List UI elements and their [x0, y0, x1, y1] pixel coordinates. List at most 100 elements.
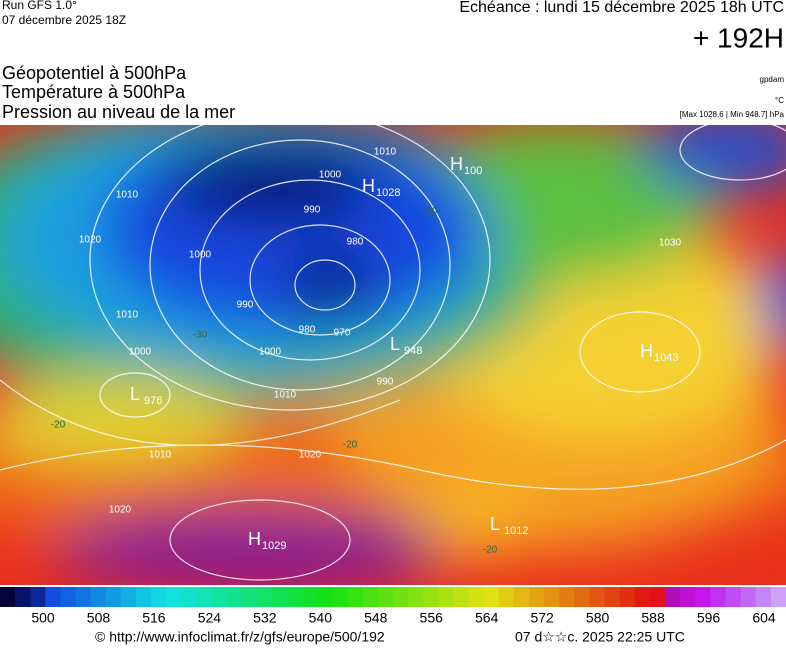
isobar-label: 970 — [334, 328, 351, 339]
center-value: 948 — [404, 345, 422, 357]
colorbar-tick: 548 — [364, 610, 388, 626]
temperature-label: -30 — [193, 330, 208, 341]
isobar-label: 980 — [299, 325, 316, 336]
colorbar-swatch — [634, 587, 651, 607]
temperature-label: -20 — [343, 440, 358, 451]
colorbar — [0, 587, 786, 607]
colorbar-swatch — [60, 587, 77, 607]
colorbar-tick: 532 — [253, 610, 277, 626]
field: Pression au niveau de la mer — [2, 102, 235, 122]
colorbar-swatch — [90, 587, 107, 607]
colorbar-swatch — [408, 587, 424, 607]
colorbar-swatch — [120, 587, 137, 607]
center-value: 1029 — [262, 540, 286, 552]
isobar-label: 1010 — [274, 390, 297, 401]
center-value: 1012 — [504, 525, 528, 537]
colorbar-swatch — [332, 587, 349, 607]
colorbar-swatch — [589, 587, 606, 607]
isobar-label: 990 — [304, 205, 321, 216]
colorbar-swatch — [302, 587, 318, 607]
isobar-label: 990 — [237, 300, 254, 311]
colorbar-swatch — [498, 587, 515, 607]
isobar-label: 1010 — [374, 147, 397, 158]
isobar-label: 990 — [377, 377, 394, 388]
colorbar-tick: 524 — [198, 610, 222, 626]
run-date: 07 décembre 2025 18Z — [2, 13, 126, 27]
center-letter: H — [362, 176, 375, 196]
colorbar-swatch — [151, 587, 167, 607]
center-value: 100 — [464, 165, 482, 177]
colorbar-swatch — [574, 587, 590, 607]
isobar-label: 1020 — [79, 235, 102, 246]
colorbar-swatch — [0, 587, 16, 607]
colorbar-swatch — [393, 587, 409, 607]
field: Température à 500hPa — [2, 82, 186, 102]
center-letter: L — [490, 514, 500, 534]
colorbar-swatch — [544, 587, 560, 607]
colorbar-swatch — [559, 587, 575, 607]
colorbar-swatch — [649, 587, 666, 607]
colorbar-swatch — [75, 587, 92, 607]
isobar-label: 980 — [347, 237, 364, 248]
colorbar-swatch — [317, 587, 334, 607]
colorbar-tick: 540 — [309, 610, 333, 626]
colorbar-swatch — [619, 587, 636, 607]
unit: [Max 1028.6 | Min 948.7] hPa — [680, 110, 785, 119]
colorbar-swatch — [710, 587, 727, 607]
center-letter: H — [450, 154, 463, 174]
center-letter: L — [390, 334, 400, 354]
center-value: 1028 — [376, 187, 400, 199]
center-letter: L — [130, 384, 140, 404]
colorbar-swatch — [740, 587, 757, 607]
colorbar-tick: 500 — [31, 610, 55, 626]
colorbar-swatch — [136, 587, 152, 607]
colorbar-swatch — [347, 587, 364, 607]
center-letter: H — [640, 341, 653, 361]
colorbar-swatch — [438, 587, 454, 607]
temperature-label: -20 — [483, 545, 498, 556]
colorbar-swatch — [665, 587, 681, 607]
colorbar-swatch — [529, 587, 545, 607]
center-value: 1043 — [654, 352, 678, 364]
colorbar-tick: 508 — [87, 610, 111, 626]
colorbar-swatch — [272, 587, 288, 607]
isobar-label: 1000 — [259, 347, 282, 358]
footer-url: © http://www.infoclimat.fr/z/gfs/europe/… — [95, 629, 385, 645]
lead-time: + 192H — [693, 22, 784, 53]
colorbar-swatch — [423, 587, 439, 607]
colorbar-tick: 596 — [697, 610, 721, 626]
unit: gpdam — [760, 75, 785, 84]
colorbar-swatch — [105, 587, 122, 607]
colorbar-swatch — [680, 587, 696, 607]
footer-timestamp: 07 d☆☆c. 2025 22:25 UTC — [515, 629, 685, 645]
isobar-label: 1000 — [189, 250, 212, 261]
isobar-label: 1010 — [149, 450, 172, 461]
colorbar-swatch — [513, 587, 530, 607]
colorbar-tick: 516 — [142, 610, 166, 626]
colorbar-swatch — [770, 587, 786, 607]
colorbar-swatch — [755, 587, 772, 607]
isobar-label: 1020 — [109, 505, 132, 516]
isobar-label: 1010 — [116, 310, 139, 321]
colorbar-swatch — [453, 587, 470, 607]
isobar-label: 1010 — [116, 190, 139, 201]
colorbar-swatch — [196, 587, 213, 607]
map — [0, 125, 786, 585]
colorbar-swatch — [15, 587, 31, 607]
colorbar-swatch — [362, 587, 379, 607]
colorbar-tick: 580 — [586, 610, 610, 626]
isobar-label: 1000 — [319, 170, 342, 181]
colorbar-tick: 556 — [420, 610, 444, 626]
unit: °C — [775, 96, 784, 105]
echeance: Echéance : lundi 15 décembre 2025 18h UT… — [459, 0, 784, 16]
temperature-label: -20 — [423, 207, 438, 218]
colorbar-swatch — [468, 587, 485, 607]
colorbar-swatch — [725, 587, 742, 607]
colorbar-swatch — [211, 587, 228, 607]
colorbar-swatch — [166, 587, 182, 607]
center-value: 976 — [144, 395, 162, 407]
colorbar-swatch — [287, 587, 303, 607]
run: Run GFS 1.0° — [2, 0, 77, 12]
colorbar-swatch — [30, 587, 46, 607]
